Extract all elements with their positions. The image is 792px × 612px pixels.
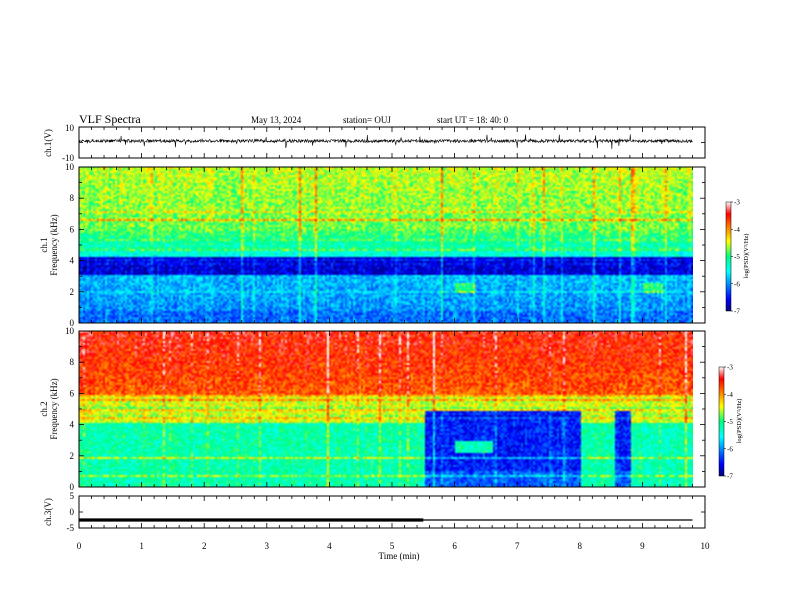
colorbar-tick-label: -6 [727,445,733,453]
time-axis-label: Time (min) [379,551,420,561]
time-tick-label: 7 [515,541,520,551]
ch2-colorbar-label: log(PSD)(V²/Hz) [736,399,743,444]
ch2-colorbar-tick-labels: -3 -4 -5 -6 -7 [724,364,733,481]
frequency-tick-label: 6 [70,224,75,234]
frequency-tick-label: 6 [70,388,75,398]
colorbar-tick-label: -3 [727,364,733,372]
ch1-waveform-path [78,134,693,150]
time-tick-label: 1 [139,541,144,551]
ch1-spectrogram-panel: 0 2 4 6 8 10 ch.1 Frequency (kHz) -3 -4 -5 -6 -7 … [39,162,750,328]
ch1-spectrogram-ticks [78,166,706,324]
ch1-colorbar-label: log(PSD)(V²/Hz) [743,234,750,279]
time-tick-label: 2 [202,541,207,551]
ch1-waveform-frame [78,126,706,159]
ch3-ytick-label: 0 [70,507,75,517]
ch1-waveform-trace [78,134,693,150]
ch1-ytick-label-bottom: -10 [62,153,74,163]
ch3-waveform-panel: 50-5 0 1 2 3 4 5 6 7 8 9 10 ch.3(V) Time (min) [43,491,710,561]
time-tick-label: 10 [701,541,711,551]
colorbar-tick-label: -3 [734,199,740,207]
ch3-ytick-label: 5 [70,491,75,501]
colorbar-tick-label: -6 [734,280,740,288]
frequency-tick-label: 4 [70,420,75,430]
colorbar-tick-label: -7 [727,473,733,481]
ch2-colorbar-gradient [718,366,725,477]
time-tick-label: 4 [327,541,332,551]
frequency-tick-label: 10 [65,162,75,172]
station-label: station= OUJ [343,115,391,125]
frequency-tick-label: 2 [70,287,75,297]
figure-title: VLF Spectra [79,112,141,126]
time-axis-tick-labels: 0 1 2 3 4 5 6 7 8 9 10 [77,541,710,551]
ch1-colorbar-tick-labels: -3 -4 -5 -6 -7 [731,199,740,316]
ch2-spectrogram-ytick-labels: 0 2 4 6 8 10 [65,326,75,492]
time-tick-label: 6 [452,541,457,551]
frequency-tick-label: 0 [70,482,75,492]
ch3-waveform-ylabel: ch.3(V) [43,498,53,526]
ch2-colorbar: -3 -4 -5 -6 -7 log(PSD)(V²/Hz) [718,364,743,481]
ch1-spectrogram-ytick-labels: 0 2 4 6 8 10 [65,162,75,328]
ch1-colorbar-gradient [725,201,732,312]
ch3-ytick-labels: 5 0 -5 [67,491,75,533]
frequency-tick-label: 2 [70,451,75,461]
ch1-colorbar: -3 -4 -5 -6 -7 log(PSD)(V²/Hz) [725,199,750,316]
ch1-waveform-ylabel: ch.1(V) [43,129,53,157]
ch3-waveform-frame [78,495,706,529]
time-tick-label: 8 [578,541,583,551]
time-tick-label: 9 [640,541,645,551]
colorbar-tick-label: -4 [727,391,733,399]
ch3-waveform-ticks [78,495,706,529]
frequency-tick-label: 10 [65,326,75,336]
ch1-ytick-label-top: 10 [65,123,75,133]
ch1-waveform-ticks [78,126,706,159]
frequency-tick-label: 0 [70,318,75,328]
ch2-spectrogram-image [79,331,693,487]
colorbar-tick-label: -5 [734,253,740,261]
date-label: May 13, 2024 [251,115,302,125]
ch1-spectrogram-ylabel-frequency: Frequency (kHz) [49,214,59,275]
ch1-spectrogram-ylabel-channel: ch.1 [39,237,49,252]
time-tick-label: 3 [265,541,270,551]
ch2-spectrogram-panel: 0 2 4 6 8 10 ch.2 Frequency (kHz) -3 -4 -5 -6 -7 … [39,326,743,492]
ch1-waveform-panel: 10 -10 ch.1(V) [43,123,706,163]
time-tick-label: 5 [390,541,395,551]
frequency-tick-label: 8 [70,193,75,203]
ch1-spectrogram-image [79,167,693,323]
ch2-spectrogram-ticks [78,330,706,488]
frequency-tick-label: 4 [70,256,75,266]
colorbar-tick-label: -4 [734,226,740,234]
colorbar-tick-label: -5 [727,418,733,426]
ch2-spectrogram-ylabel-frequency: Frequency (kHz) [49,378,59,439]
frequency-tick-label: 8 [70,357,75,367]
start-time-label: start UT = 18: 40: 0 [437,115,509,125]
ch2-spectrogram-ylabel-channel: ch.2 [39,401,49,416]
ch3-ytick-label: -5 [67,523,75,533]
time-tick-label: 0 [77,541,82,551]
colorbar-tick-label: -7 [734,308,740,316]
